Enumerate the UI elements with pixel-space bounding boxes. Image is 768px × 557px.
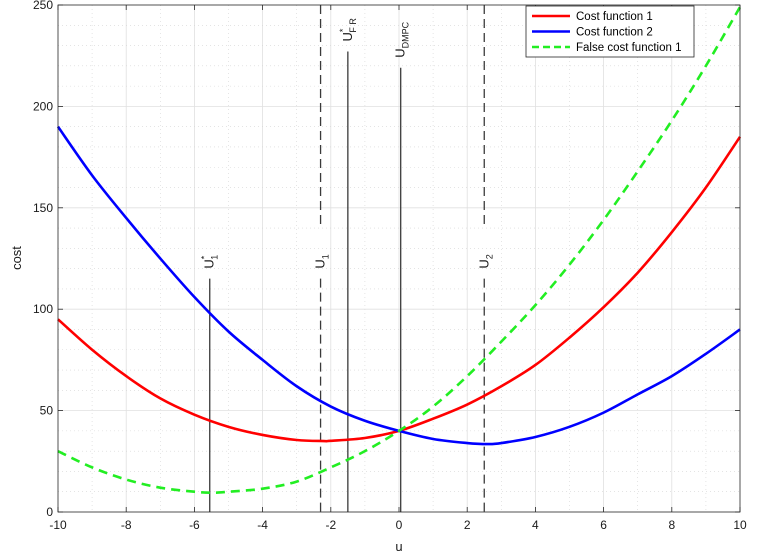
vertical-marker-symbol: U [340, 32, 355, 41]
vertical-marker-symbol: U [313, 259, 328, 268]
y-tick-label: 0 [46, 505, 53, 519]
x-tick-label: -2 [325, 518, 336, 532]
x-tick-label: 6 [600, 518, 607, 532]
vertical-marker-label-5: U2 [476, 254, 494, 268]
vertical-marker-sub: 2 [484, 254, 494, 259]
x-tick-label: -10 [49, 518, 67, 532]
grid [58, 5, 740, 512]
vertical-marker-symbol: U [202, 259, 217, 268]
legend-label-1: Cost function 1 [576, 11, 653, 23]
x-tick-label: 4 [532, 518, 539, 532]
y-tick-label: 250 [33, 0, 53, 12]
series-line-2 [56, 125, 741, 446]
vertical-marker-label-1: U*1 [200, 255, 220, 269]
vertical-marker-symbol: U [476, 259, 491, 268]
vertical-marker-sup: * [338, 28, 348, 32]
y-tick-label: 200 [33, 99, 53, 113]
vertical-marker-sub: DMPC [401, 21, 411, 48]
vertical-marker-symbol: U [393, 48, 408, 57]
x-tick-label: 0 [396, 518, 403, 532]
vertical-marker-label-3: U*F R [338, 18, 358, 42]
series-line-3 [57, 6, 742, 495]
x-tick-label: -6 [189, 518, 200, 532]
x-tick-label: 2 [464, 518, 471, 532]
x-axis-label: u [395, 539, 402, 554]
series-lines [56, 6, 742, 495]
legend-label-2: Cost function 2 [576, 27, 653, 39]
series-line-1 [57, 136, 742, 443]
x-tick-label: 8 [668, 518, 675, 532]
vertical-marker-label-2: U1 [313, 254, 331, 268]
vertical-marker-label-4: UDMPC [393, 21, 411, 57]
y-tick-label: 150 [33, 201, 53, 215]
y-tick-label: 100 [33, 302, 53, 316]
y-axis-label: cost [9, 246, 24, 270]
vertical-marker-sub: F R [348, 18, 358, 33]
x-tick-label: -8 [121, 518, 132, 532]
x-tick-label: -4 [257, 518, 268, 532]
vertical-marker-sup: * [200, 255, 210, 259]
x-tick-label: 10 [733, 518, 747, 532]
legend-label-3: False cost function 1 [576, 42, 681, 54]
vertical-marker-sub: 1 [321, 254, 331, 259]
y-tick-label: 50 [40, 404, 54, 418]
legend: Cost function 1 Cost function 2 False cost… [525, 5, 695, 58]
vertical-marker-sub: 1 [210, 255, 220, 260]
